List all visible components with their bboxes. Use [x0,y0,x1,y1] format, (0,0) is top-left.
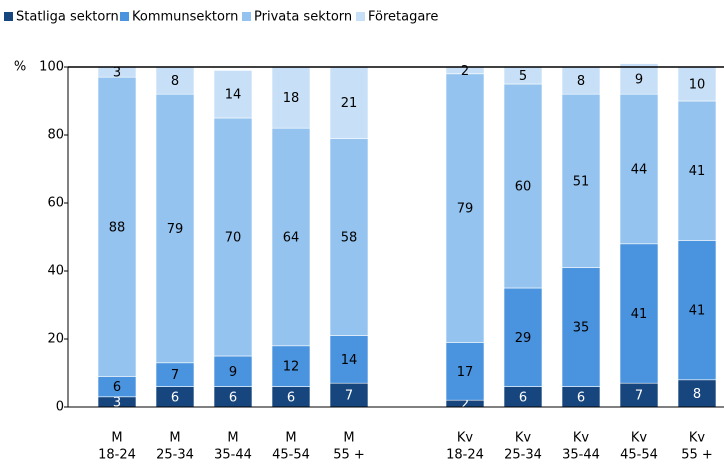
data-label: 6 [171,390,179,405]
x-tick-label: 45-54 [272,448,310,463]
bar-segment [271,345,311,387]
data-label: 14 [225,88,242,103]
legend-label: Privata sektorn [254,10,352,25]
legend-swatch [356,12,365,21]
x-tick-label: Kv [573,431,590,446]
data-label: 12 [283,360,300,375]
bar-segment [329,66,369,139]
data-label: 35 [573,321,590,336]
data-label: 88 [109,220,126,235]
data-label: 17 [457,365,474,380]
bar-segment [445,73,485,343]
data-label: 79 [167,222,184,237]
data-label: 29 [515,331,532,346]
y-tick-label: 100 [39,60,64,75]
bar-segment [503,287,543,387]
x-tick-label: 35-44 [214,448,252,463]
bar-segment [213,70,253,119]
x-tick-label: Kv [689,431,706,446]
legend-label: Kommunsektorn [132,10,238,25]
data-label: 8 [171,74,179,89]
bar-segment [271,66,311,129]
data-label: 41 [631,307,648,322]
y-tick-label: 0 [56,400,64,415]
bar-segment [677,66,717,102]
bar-segment [213,117,253,357]
bar-segment [97,76,137,377]
data-label: 44 [631,163,648,178]
bar-segment [271,127,311,347]
legend-label: Statliga sektorn [16,10,119,25]
data-label: 41 [689,164,706,179]
bar-segment [445,342,485,401]
data-label: 14 [341,353,358,368]
data-label: 9 [635,72,643,87]
x-tick-label: Kv [631,431,648,446]
y-tick-label: 80 [47,128,64,143]
data-label: 7 [635,389,643,404]
bar-segment [155,66,195,95]
data-label: 64 [283,231,300,246]
data-label: 5 [519,69,527,84]
legend-swatch [242,12,251,21]
bar-segment [561,93,601,268]
data-label: 2 [461,64,469,79]
bar-segment [213,355,253,387]
bar-segment [619,63,659,95]
data-label: 3 [113,66,121,81]
data-label: 2 [461,397,469,412]
data-label: 21 [341,96,358,111]
y-tick-label: 60 [47,196,64,211]
data-label: 8 [577,74,585,89]
x-tick-label: 55 + [333,448,365,463]
x-tick-label: 25-34 [156,448,194,463]
data-label: 41 [689,304,706,319]
legend-swatch [4,12,13,21]
data-label: 51 [573,174,590,189]
data-label: 18 [283,91,300,106]
x-tick-label: 35-44 [562,448,600,463]
x-tick-label: M [285,431,296,446]
y-axis-label: % [14,60,26,75]
y-tick-label: 40 [47,264,64,279]
bar-segment [155,93,195,364]
x-tick-label: 18-24 [446,448,484,463]
bar-segment [677,100,717,241]
data-label: 6 [229,390,237,405]
bar-segment [561,66,601,95]
bar-segment [503,83,543,289]
data-label: 10 [689,78,706,93]
legend-swatch [120,12,129,21]
x-tick-label: M [169,431,180,446]
data-label: 7 [171,368,179,383]
x-tick-label: 25-34 [504,448,542,463]
bar-segment [677,240,717,381]
x-tick-label: Kv [457,431,474,446]
data-label: 70 [225,231,242,246]
data-label: 79 [457,202,474,217]
bar-segment [619,93,659,245]
x-tick-label: M [111,431,122,446]
x-tick-label: 18-24 [98,448,136,463]
data-label: 58 [341,231,358,246]
x-tick-label: M [343,431,354,446]
data-label: 9 [229,365,237,380]
x-tick-label: 45-54 [620,448,658,463]
x-tick-label: 55 + [681,448,713,463]
data-label: 8 [693,387,701,402]
x-tick-label: Kv [515,431,532,446]
data-label: 3 [113,395,121,410]
data-label: 7 [345,389,353,404]
bar-segment [561,267,601,387]
x-tick-label: M [227,431,238,446]
data-label: 6 [519,390,527,405]
y-tick-label: 20 [47,332,64,347]
legend-label: Företagare [368,10,438,25]
data-label: 6 [287,390,295,405]
data-label: 6 [577,390,585,405]
data-label: 6 [113,380,121,395]
data-label: 60 [515,180,532,195]
